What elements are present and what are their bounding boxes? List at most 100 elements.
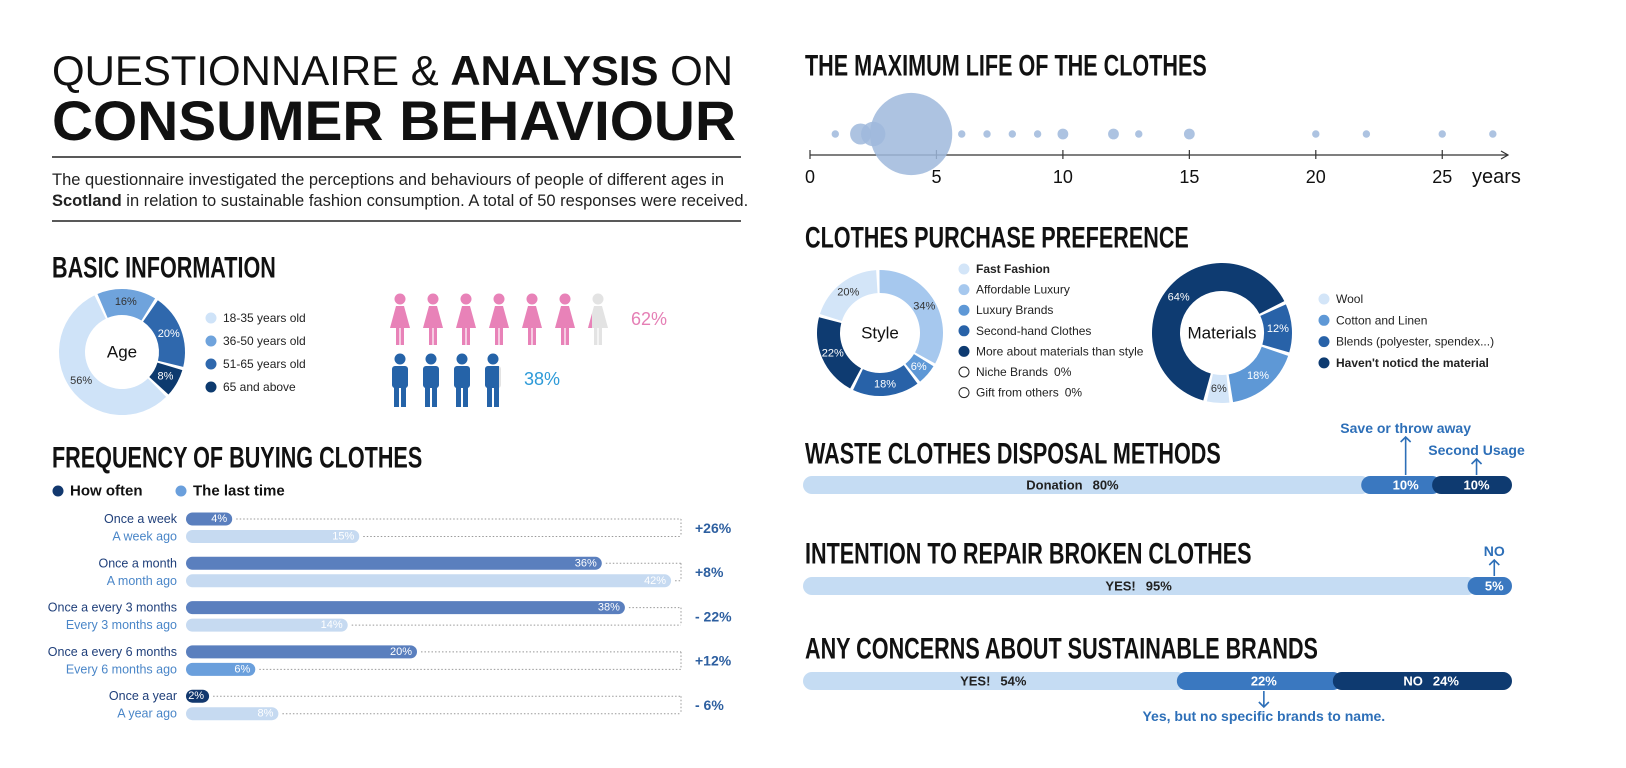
segment-category: Donation [1026,478,1082,493]
bubble [1183,128,1195,140]
bubble [1033,130,1042,138]
change-label: +26% [695,520,732,536]
legend-swatch [1318,293,1330,305]
arrow-head [1400,435,1412,443]
intro: The questionnaire investigated the perce… [52,171,748,210]
legend-value: 0% [1065,386,1083,400]
legend-swatch [205,335,217,347]
legend-label: Second-hand Clothes [976,324,1091,338]
segment-value: 80% [1093,478,1119,493]
legend-label: 65 and above [223,380,296,394]
legend-label: Gift from others [976,386,1059,400]
segment-value: 22% [1251,674,1277,689]
legend-swatch [958,304,970,316]
intro-part: in relation to sustainable fashion consu… [126,192,748,210]
icon-leg [401,387,406,407]
icon-part [588,313,592,328]
donut-center-label: Age [107,343,137,362]
legend-swatch [958,366,970,378]
legend-swatch [1318,357,1330,369]
title-part: ANALYSIS [450,47,658,94]
segment-category: NO [1484,543,1505,559]
row-label: Once a every 3 months [48,601,177,615]
pictogram-label: 38% [524,369,560,389]
bubble [983,130,991,138]
bar-label: 42% [644,575,666,587]
icon-leg [598,327,602,345]
row-label: Once a week [104,512,178,526]
row-label: Once a every 6 months [48,645,177,659]
icon-head [493,293,505,305]
section-title: BASIC INFORMATION [52,250,276,284]
section-title: INTENTION TO REPAIR BROKEN CLOTHES [805,536,1252,570]
row-label: Once a year [109,689,177,703]
icon-leg [495,327,499,345]
legend-label: How often [70,483,143,500]
segment-label: 56% [70,375,92,387]
bar [186,645,417,659]
icon-leg [462,327,466,345]
icon-body [555,306,575,328]
donut-segment [97,289,156,321]
donut-segment [879,270,943,364]
donut-segment [817,317,862,389]
bar-segment [1176,672,1342,690]
row-label: Every 6 months ago [66,662,177,676]
icon-leg [425,387,430,407]
bar [186,618,348,632]
bar-label: 14% [321,619,343,631]
donut-segment [819,270,878,321]
segment-value: 10% [1464,478,1490,493]
bar [186,556,602,570]
donut-segment [905,354,934,382]
icon-head [394,353,406,365]
icon-body [423,366,439,388]
icon-head [592,293,604,305]
donut-segment [1228,346,1289,403]
icon-head [487,353,499,365]
legend-swatch [958,263,970,275]
bubble [870,92,953,176]
bubble [1108,128,1119,140]
icon-leg [433,327,437,345]
icon-leg [456,387,461,407]
icon-row [392,353,501,407]
bubble [958,130,966,138]
icon-leg [494,387,499,407]
change-label: +12% [695,653,732,669]
icon-head [394,293,406,305]
legend-swatch [958,345,970,357]
row-label: Every 3 months ago [66,618,177,632]
segment-label: 18% [1247,370,1269,382]
segment-label: 6% [911,361,927,373]
segment-label: 20% [837,286,859,298]
bar-segment [803,672,1186,690]
icon-leg [532,327,536,345]
segment-label: 20% [158,328,180,340]
bubble [1438,130,1446,138]
icon-body [588,313,592,328]
legend-swatch [958,284,970,296]
intro-part: The questionnaire investigated the perce… [52,171,724,189]
bar-segment [1361,476,1442,494]
legend-label: More about materials than style [976,344,1144,358]
legend-label: 51-65 years old [223,357,306,371]
donut-center-label: Style [861,324,899,343]
intro-part: Scotland [52,192,122,210]
icon-leg [466,327,470,345]
legend-swatch [205,381,217,393]
legend-label: Blends (polyester, spendex...) [1336,335,1494,349]
icon-leg [528,327,532,345]
legend-swatch [52,485,64,497]
icon-leg [594,327,598,345]
row-label: Once a month [98,556,177,570]
legend-swatch [1318,314,1330,326]
x-tick-label: 5 [931,167,941,187]
x-tick-label: 15 [1179,167,1199,187]
segment-value: 54% [1000,674,1026,689]
icon-leg [429,327,433,345]
legend-label: 36-50 years old [223,334,306,348]
icon-leg [432,387,437,407]
